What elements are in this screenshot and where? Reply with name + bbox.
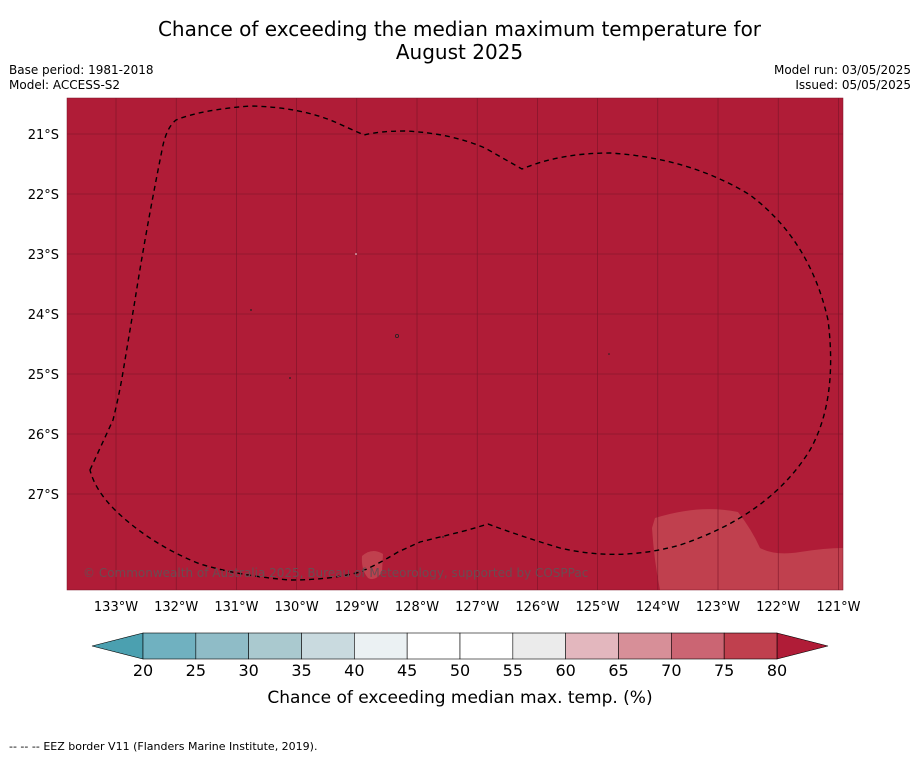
longitude-label: 128°W — [395, 600, 439, 615]
small-lighter-patch — [361, 550, 383, 580]
colorbar-tick-label: 40 — [344, 661, 364, 680]
model-run-text: Model run: 03/05/2025 — [773, 63, 911, 77]
island-marker — [394, 333, 399, 338]
colorbar: 20 25 30 35 40 45 50 55 60 65 70 75 80 Chance of exc… — [91, 632, 829, 708]
colorbar-bin — [723, 632, 778, 660]
eez-border — [89, 105, 832, 581]
colorbar-tick-label: 60 — [555, 661, 575, 680]
colorbar-bin — [618, 632, 672, 660]
longitude-label: 121°W — [816, 600, 860, 615]
longitude-label: 122°W — [756, 600, 800, 615]
longitude-gridlines — [115, 98, 839, 590]
latitude-label: 24°S — [28, 308, 59, 323]
longitude-label: 123°W — [696, 600, 740, 615]
colorbar-label: Chance of exceeding median max. temp. (%… — [267, 688, 652, 708]
latitude-label: 27°S — [28, 488, 59, 503]
island-marker — [289, 377, 291, 379]
island-marker — [355, 253, 357, 255]
info-right: Model run: 03/05/2025 Issued: 05/05/2025 — [774, 63, 911, 93]
colorbar-tick-label: 80 — [767, 661, 787, 680]
latitude-label: 25°S — [28, 368, 59, 383]
longitude-label: 129°W — [335, 600, 379, 615]
island-markers — [250, 253, 610, 538]
colorbar-bins — [142, 632, 778, 660]
island-marker — [250, 309, 252, 311]
longitude-label: 133°W — [94, 600, 138, 615]
colorbar-tick-label: 65 — [608, 661, 628, 680]
longitude-label: 130°W — [275, 600, 319, 615]
latitude-gridlines — [67, 133, 843, 495]
colorbar-bin — [142, 632, 197, 660]
colorbar-bin — [195, 632, 249, 660]
map-frame — [66, 97, 844, 591]
colorbar-tick-label: 20 — [133, 661, 153, 680]
latitude-labels: 21°S 22°S 23°S 24°S 25°S 26°S 27°S — [28, 128, 59, 503]
colorbar-tick-label: 55 — [503, 661, 523, 680]
map-panel: © Commonwealth of Australia 2025, Bureau… — [66, 97, 844, 591]
longitude-label: 124°W — [636, 600, 680, 615]
map-background — [67, 98, 843, 590]
longitude-label: 127°W — [455, 600, 499, 615]
eez-legend-text: EEZ border V11 (Flanders Marine Institut… — [43, 740, 318, 753]
info-left: Base period: 1981-2018 Model: ACCESS-S2 — [9, 63, 154, 93]
copyright-text: © Commonwealth of Australia 2025, Bureau… — [83, 566, 588, 580]
colorbar-bin — [671, 632, 725, 660]
colorbar-bin — [565, 632, 619, 660]
island-marker — [608, 353, 610, 355]
colorbar-tick-label: 45 — [397, 661, 417, 680]
colorbar-bin — [406, 632, 461, 660]
colorbar-tick-label: 35 — [291, 661, 311, 680]
lighter-probability-region — [652, 509, 843, 590]
colorbar-tick-label: 50 — [450, 661, 470, 680]
colorbar-bin — [459, 632, 514, 660]
longitude-label: 126°W — [515, 600, 559, 615]
longitude-label: 125°W — [576, 600, 620, 615]
colorbar-high-extend — [776, 632, 829, 660]
model-text: Model: ACCESS-S2 — [9, 78, 121, 92]
issued-text: Issued: 05/05/2025 — [795, 78, 911, 92]
colorbar-bin — [301, 632, 355, 660]
map-title: Chance of exceeding the median maximum t… — [0, 18, 919, 64]
colorbar-bin — [354, 632, 408, 660]
longitude-labels: 133°W 132°W 131°W 130°W 129°W 128°W 127°W 126°W… — [94, 600, 861, 615]
latitude-label: 21°S — [28, 128, 59, 143]
colorbar-tick-label: 75 — [714, 661, 734, 680]
island-marker — [442, 536, 444, 538]
latitude-label: 22°S — [28, 188, 59, 203]
title-line-1: Chance of exceeding the median maximum t… — [157, 17, 762, 41]
eez-legend-dash: -- -- -- — [9, 740, 40, 753]
colorbar-low-extend — [91, 632, 144, 660]
colorbar-tick-label: 70 — [661, 661, 681, 680]
colorbar-tick-label: 30 — [238, 661, 258, 680]
colorbar-bin — [512, 632, 566, 660]
colorbar-bin — [248, 632, 302, 660]
title-line-2: August 2025 — [395, 40, 524, 64]
longitude-label: 132°W — [154, 600, 198, 615]
base-period-text: Base period: 1981-2018 — [9, 63, 154, 77]
latitude-label: 26°S — [28, 428, 59, 443]
latitude-label: 23°S — [28, 248, 59, 263]
colorbar-tick-label: 25 — [186, 661, 206, 680]
footnote: -- -- -- EEZ border V11 (Flanders Marine… — [9, 740, 317, 753]
longitude-label: 131°W — [214, 600, 258, 615]
colorbar-ticks: 20 25 30 35 40 45 50 55 60 65 70 75 80 — [133, 661, 787, 680]
